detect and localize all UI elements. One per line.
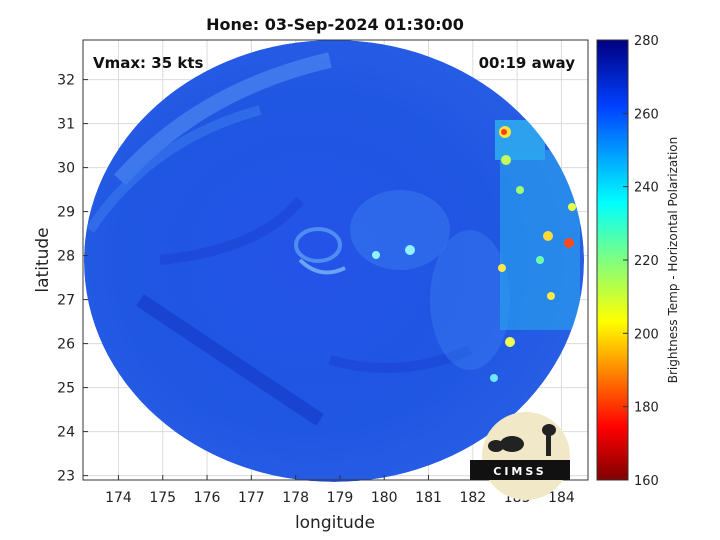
colorbar-ticks: 160 180 200 220 240 260 280 <box>623 34 659 489</box>
x-axis-ticks: 174175176177178179180181182183184 <box>105 475 575 506</box>
y-tick-label: 26 <box>57 337 75 353</box>
y-axis-label: latitude <box>33 227 53 292</box>
y-tick-label: 27 <box>57 293 75 309</box>
y-tick-label: 25 <box>57 381 75 397</box>
colorbar-tick-label: 260 <box>634 107 659 122</box>
time-offset-label: 00:19 away <box>479 54 576 72</box>
y-tick-label: 23 <box>57 469 75 485</box>
colorbar: 160 180 200 220 240 260 280 <box>596 34 659 489</box>
y-tick-label: 31 <box>57 117 75 133</box>
colorbar-tick-label: 180 <box>634 401 659 416</box>
figure-title: Hone: 03-Sep-2024 01:30:00 <box>206 15 464 34</box>
colorbar-tick-label: 160 <box>634 474 659 489</box>
microwave-swath-image <box>84 40 584 482</box>
y-tick-label: 28 <box>57 249 75 265</box>
vmax-label: Vmax: 35 kts <box>93 54 203 72</box>
x-tick-label: 174 <box>105 490 132 506</box>
colorbar-label: Brightness Temp - Horizontal Polarizatio… <box>666 137 680 384</box>
x-tick-label: 175 <box>149 490 176 506</box>
y-axis-ticks: 23 24 25 26 27 28 29 30 31 32 <box>57 73 88 485</box>
cimss-logo: CIMSS <box>470 412 570 500</box>
x-tick-label: 184 <box>548 490 575 506</box>
x-tick-label: 178 <box>282 490 309 506</box>
x-tick-label: 179 <box>327 490 354 506</box>
x-axis-label: longitude <box>295 513 375 533</box>
colorbar-tick-label: 200 <box>634 327 659 342</box>
svg-text:CIMSS: CIMSS <box>493 465 546 478</box>
x-tick-label: 181 <box>415 490 442 506</box>
y-tick-label: 30 <box>57 161 75 177</box>
colorbar-tick-label: 280 <box>634 34 659 49</box>
y-tick-label: 24 <box>57 425 75 441</box>
x-tick-label: 180 <box>371 490 398 506</box>
x-tick-label: 182 <box>459 490 486 506</box>
y-tick-label: 29 <box>57 205 75 221</box>
x-tick-label: 177 <box>238 490 265 506</box>
x-tick-label: 176 <box>194 490 221 506</box>
colorbar-tick-label: 240 <box>634 181 659 196</box>
colorbar-tick-label: 220 <box>634 254 659 269</box>
y-tick-label: 32 <box>57 73 75 89</box>
